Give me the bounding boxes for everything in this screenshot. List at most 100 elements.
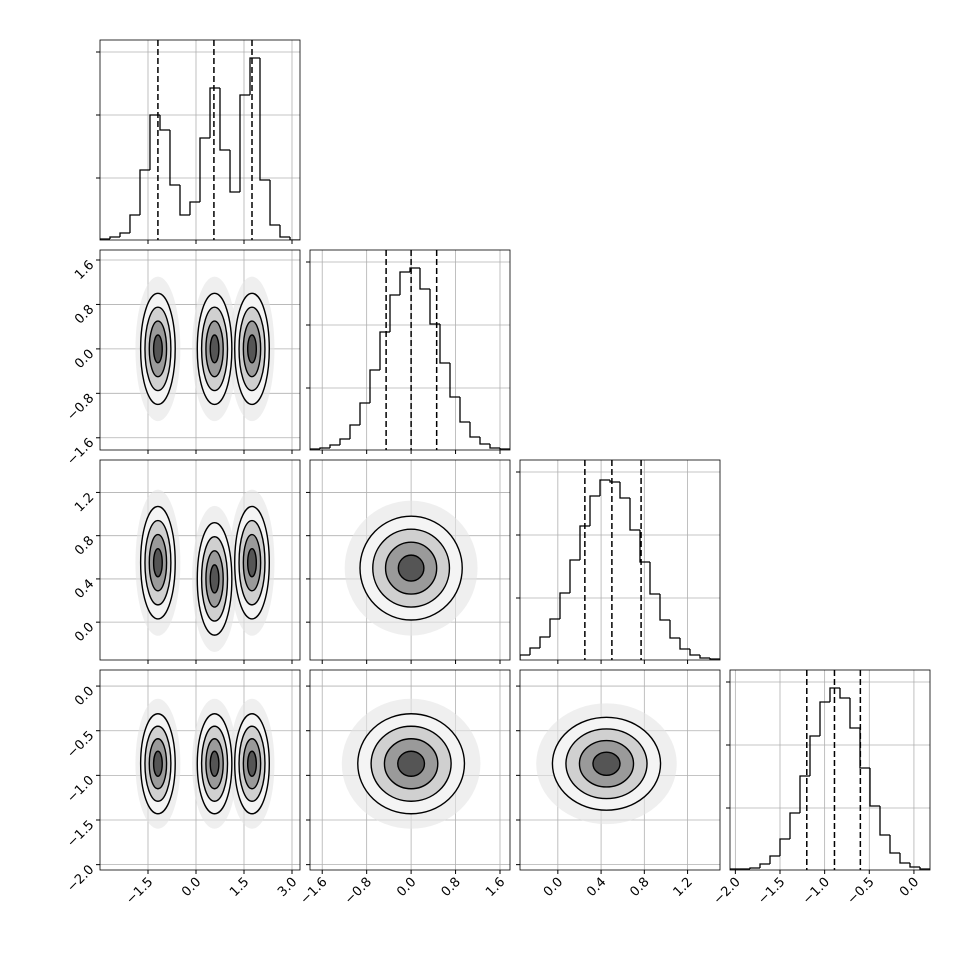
axes-frame (99, 669, 301, 871)
contour (148, 738, 168, 790)
contour (152, 750, 163, 777)
histogram-bin (589, 495, 600, 526)
histogram-bin (899, 853, 910, 864)
y-tick-label: −0.8 (64, 391, 97, 424)
panel (730, 670, 930, 870)
y-tick-label: −1.0 (64, 773, 97, 806)
contour (196, 713, 233, 815)
histogram-bin (429, 289, 440, 325)
histogram-bin (919, 867, 930, 870)
contour (246, 750, 258, 777)
x-tick-label: −1.5 (123, 875, 156, 908)
histogram-bin (699, 655, 710, 659)
contour (397, 554, 425, 582)
histogram-bin (669, 620, 680, 639)
histogram-bin (709, 658, 720, 660)
contour (234, 505, 270, 620)
histogram-bin (849, 698, 860, 729)
contour (238, 306, 266, 392)
density-shade (210, 751, 219, 777)
x-tick-label: 0.0 (179, 875, 204, 900)
y-tick-label: −0.5 (64, 728, 97, 761)
y-tick-label: 0.8 (72, 533, 97, 558)
x-tick-label: 1.5 (227, 875, 252, 900)
histogram-bin (909, 863, 920, 868)
histogram-bin (779, 838, 790, 856)
histogram-bin (889, 835, 900, 854)
contour (384, 541, 438, 595)
histogram-bin (499, 448, 510, 450)
density-shade (153, 751, 163, 777)
panel (100, 250, 300, 450)
contour (205, 738, 224, 790)
x-tick-label: −1.0 (800, 875, 833, 908)
histogram-bin (109, 236, 120, 239)
contour (205, 320, 224, 378)
histogram-bin (869, 768, 880, 807)
histogram-bin (489, 444, 500, 449)
y-tick-label: −2.0 (64, 862, 97, 895)
histogram-bin (520, 654, 530, 660)
contour (144, 519, 172, 606)
x-tick-label: −2.0 (711, 875, 744, 908)
histogram-bin (159, 115, 170, 131)
axes-frame (309, 249, 511, 451)
histogram-bin (389, 294, 400, 332)
density-shade (247, 335, 257, 363)
x-tick-label: 1.2 (671, 875, 696, 900)
histogram-bin (449, 363, 460, 398)
density-shade (153, 335, 163, 363)
x-tick-label: 0.0 (897, 875, 922, 900)
x-tick-label: −0.5 (845, 875, 878, 908)
contour (205, 550, 224, 608)
x-tick-label: −1.6 (298, 875, 331, 908)
contour (238, 519, 266, 606)
y-tick-label: 0.0 (72, 347, 97, 372)
histogram-bin (409, 267, 420, 272)
contour (242, 738, 262, 790)
contour (200, 536, 229, 622)
histogram-bin (839, 688, 850, 699)
histogram-bin (199, 137, 211, 202)
x-tick-label: 0.4 (584, 875, 609, 900)
y-tick-label: 0.0 (72, 620, 97, 645)
axes-frame (519, 459, 721, 661)
histogram-bin (100, 238, 110, 240)
contour (246, 334, 258, 364)
density-shade (210, 564, 219, 593)
y-tick-label: −1.6 (64, 435, 97, 468)
contour (234, 292, 270, 406)
panel (520, 460, 720, 660)
contour (144, 725, 172, 802)
contour (209, 750, 220, 777)
histogram-bin (369, 369, 380, 403)
histogram-bin (809, 735, 820, 776)
histogram-bin (639, 530, 650, 563)
histogram-bin (259, 58, 271, 181)
histogram-bin (569, 559, 580, 593)
histogram-bin (679, 638, 690, 650)
histogram-bin (549, 618, 560, 637)
axes-frame (99, 39, 301, 241)
contour (148, 320, 168, 378)
histogram-bin (599, 479, 610, 496)
axes-frame (519, 669, 721, 871)
density-shade (210, 335, 219, 363)
x-tick-label: −0.8 (342, 875, 375, 908)
histogram-bin (649, 562, 660, 595)
histogram-bin (629, 498, 640, 531)
histogram-bin (239, 94, 251, 192)
histogram-bin (730, 868, 740, 870)
x-tick-label: 0.8 (439, 875, 464, 900)
histogram-bin (469, 422, 480, 438)
y-tick-label: 0.8 (72, 302, 97, 327)
histogram-bin (349, 424, 360, 439)
y-tick-label: 1.6 (72, 258, 97, 283)
contour (200, 725, 229, 802)
histogram-bin (619, 482, 630, 499)
histogram-bin (659, 594, 670, 621)
histogram-bin (689, 649, 700, 656)
contour (152, 334, 163, 364)
density-shade (592, 752, 621, 776)
